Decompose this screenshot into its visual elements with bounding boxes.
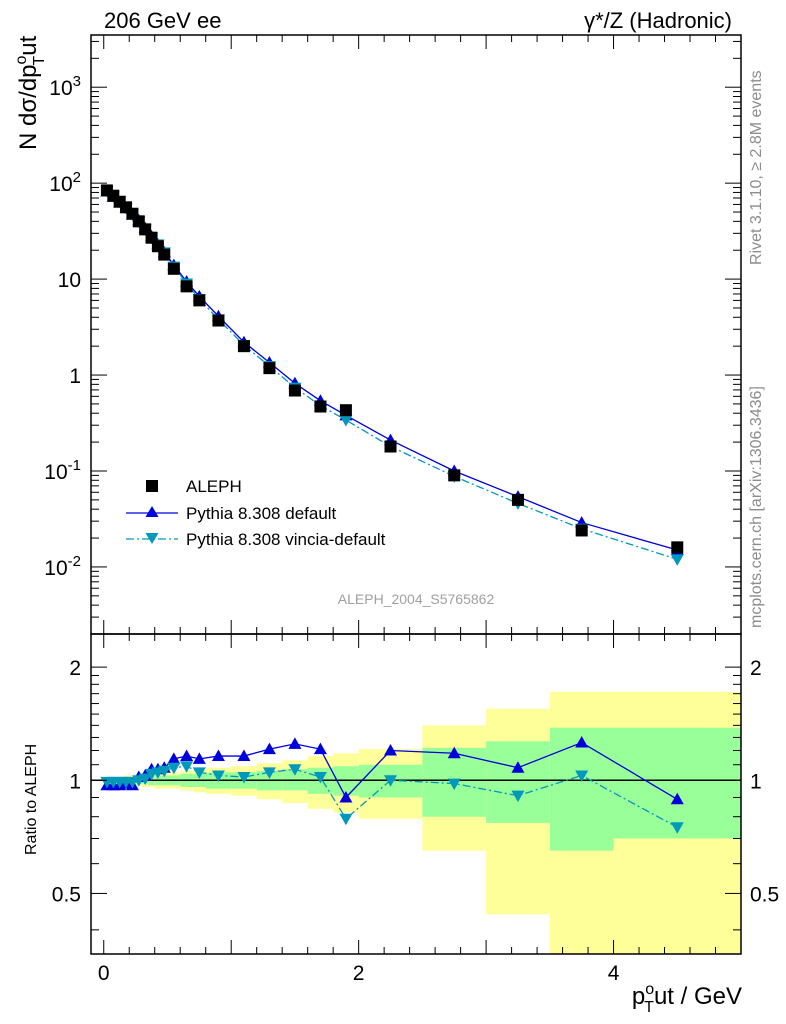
y-ratio-tick-label-right: 1	[750, 770, 762, 793]
ratio-pythia-default-point	[575, 736, 589, 748]
ratio-pythia-default-point	[511, 761, 525, 773]
y-ratio-tick-label-left: 1	[69, 770, 81, 793]
y-main-tick-label: 10-1	[44, 457, 81, 484]
main-pythia-vincia-point	[670, 554, 684, 566]
main-aleph-point	[314, 400, 327, 413]
main-pythia-vincia-point	[339, 414, 353, 427]
ratio-pythia-default-point	[670, 792, 684, 805]
main-aleph-point	[575, 524, 588, 537]
main-aleph-point	[511, 493, 524, 506]
ratio-pythia-default-point	[211, 749, 225, 762]
main-aleph-point	[671, 541, 684, 554]
plot-frames	[90, 34, 742, 955]
y-main-tick-label: 10	[58, 269, 81, 292]
ratio-pythia-vincia-point	[262, 767, 276, 779]
legend-marker-aleph	[146, 480, 158, 492]
axis-ticks	[91, 35, 742, 954]
ratio-pythia-vincia-point	[511, 790, 525, 803]
y-main-tick-label: 102	[49, 169, 81, 196]
green-band-bin	[549, 727, 614, 851]
green-band-bin	[486, 741, 550, 823]
main-pythia-default-line	[106, 190, 678, 551]
legend: ALEPH Pythia 8.308 default Pythia 8.308 …	[126, 477, 386, 549]
ratio-pythia-default-point	[180, 749, 194, 762]
ratio-pythia-default-point	[313, 742, 327, 755]
analysis-label: ALEPH_2004_S5765862	[338, 591, 495, 607]
y-ratio-tick-label-right: 2	[750, 657, 762, 680]
main-aleph-point	[120, 201, 133, 214]
y-ratio-tick-label-left: 2	[69, 657, 81, 680]
main-aleph-point	[339, 404, 352, 417]
main-aleph-point	[288, 384, 301, 397]
ratio-pythia-vincia-point	[384, 775, 398, 787]
x-tick-label: 2	[353, 962, 365, 985]
ratio-pythia-vincia-point	[167, 762, 181, 775]
main-aleph-point	[193, 294, 206, 307]
ratio-pythia-vincia-point	[157, 765, 171, 778]
ratio-pythia-vincia-point	[192, 767, 206, 779]
ratio-pythia-default-point	[262, 742, 276, 755]
ratio-pythia-vincia-point	[138, 773, 152, 786]
ratio-pythia-default-point	[384, 744, 398, 756]
ratio-pythia-default-point	[447, 746, 461, 759]
main-aleph-point	[167, 262, 180, 275]
legend-label-aleph: ALEPH	[186, 477, 242, 496]
y-main-tick-label: 10-2	[44, 553, 81, 580]
main-aleph-point	[448, 469, 461, 482]
x-tick-label: 4	[608, 962, 620, 985]
legend-label-pythia-default: Pythia 8.308 default	[186, 504, 337, 523]
main-aleph-point	[263, 362, 276, 375]
y-main-tick-label: 103	[49, 73, 81, 100]
green-band-bin	[613, 727, 741, 839]
ratio-uncertainty-bands	[103, 691, 741, 954]
legend-marker-pythia-default	[145, 506, 159, 517]
header-right: γ*/Z (Hadronic)	[584, 8, 732, 33]
main-aleph-point	[180, 280, 193, 293]
legend-marker-pythia-vincia	[145, 533, 159, 544]
ratio-pythia-vincia-point	[180, 761, 194, 773]
y-main-tick-label: 1	[69, 365, 81, 388]
ratio-pythia-default-point	[192, 752, 206, 764]
main-aleph-point	[384, 440, 397, 453]
legend-label-pythia-vincia: Pythia 8.308 vincia-default	[186, 530, 386, 549]
ratio-pythia-vincia-point	[313, 772, 327, 784]
y-ratio-tick-label-right: 0.5	[750, 883, 779, 906]
ratio-pythia-vincia-point	[447, 778, 461, 791]
y-ratio-tick-label-left: 0.5	[52, 883, 81, 906]
main-aleph-point	[158, 248, 171, 261]
ratio-pythia-default-point	[237, 749, 251, 762]
ratio-pythia-vincia-line	[106, 765, 678, 828]
y-axis-main-label: N dσ/dpoTut	[13, 35, 48, 150]
ratio-pythia-vincia-point	[211, 770, 225, 782]
ratio-pythia-default-point	[339, 790, 353, 803]
ratio-pythia-vincia-point	[670, 822, 684, 834]
y-axis-ratio-label: Ratio to ALEPH	[23, 744, 40, 855]
series-layer	[100, 184, 684, 834]
ratio-pythia-default-point	[288, 737, 302, 749]
tick-labels: 10-2 10-1 1 10 102 103 0.5 0.5 1 1 2 2 0 2 4	[44, 73, 779, 985]
ratio-pythia-vincia-point	[339, 813, 353, 826]
header-left: 206 GeV ee	[104, 8, 221, 33]
x-tick-label: 0	[98, 962, 110, 985]
main-aleph-point	[237, 340, 250, 353]
main-aleph-point	[212, 314, 225, 327]
ratio-pythia-default-point	[167, 752, 181, 764]
ratio-plot-frame	[90, 633, 742, 955]
mcplots-label: mcplots.cern.ch [arXiv:1306.3436]	[748, 386, 765, 628]
x-axis-label: po Tut / GeV	[632, 981, 742, 1016]
ratio-pythia-vincia-point	[288, 764, 302, 776]
rivet-label: Rivet 3.1.10, ≥ 2.8M events	[748, 70, 765, 265]
ratio-pythia-vincia-point	[575, 770, 589, 782]
ratio-pythia-vincia-point	[237, 772, 251, 784]
